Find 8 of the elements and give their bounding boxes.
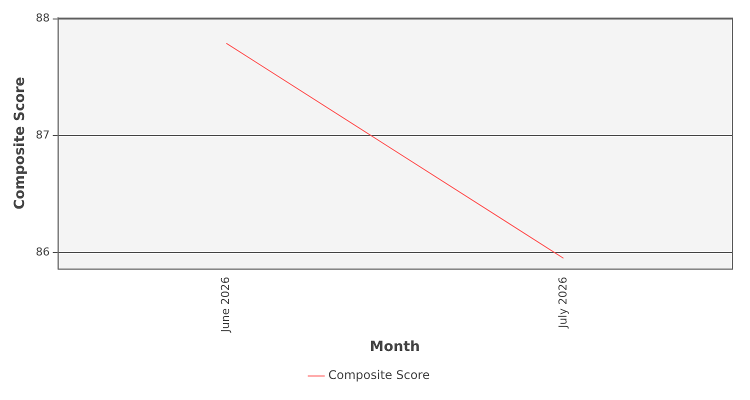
y-axis-title: Composite Score xyxy=(12,76,28,210)
x-tick-label: June 2026 xyxy=(219,276,232,334)
y-tick-label: 88 xyxy=(36,12,50,25)
y-tick-label: 87 xyxy=(36,128,50,142)
legend-label: Composite Score xyxy=(328,368,430,382)
x-axis-title: Month xyxy=(370,339,420,356)
y-tick-label: 86 xyxy=(36,245,50,258)
x-tick-label: July 2026 xyxy=(556,276,570,330)
